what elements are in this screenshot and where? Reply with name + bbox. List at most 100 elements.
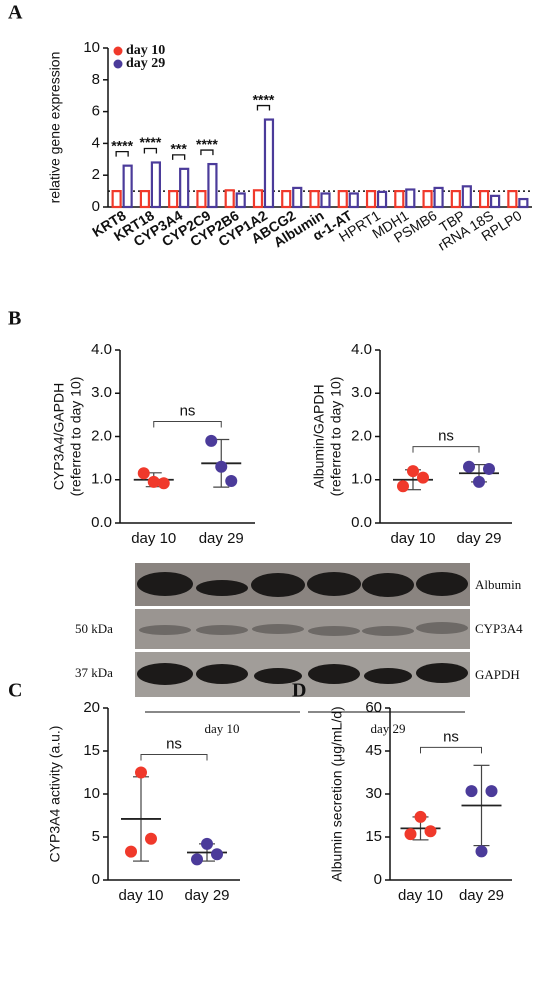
legend-swatch [113,46,123,56]
y-axis-label: CYP3A4/GAPDH [51,383,67,490]
bar [405,188,416,209]
point [225,475,238,488]
x-tick-label: day 29 [199,530,244,547]
point [125,845,137,858]
bar [309,190,320,209]
significance-label: **** [140,134,162,150]
bar [518,197,529,209]
bar [150,161,161,209]
x-tick-label: day 29 [456,530,501,547]
significance-label: **** [111,137,133,153]
significance-label: ns [438,428,454,445]
y-tick-label: 5 [92,828,100,845]
bar [348,192,359,209]
panel-label: A [8,2,23,24]
point [485,785,498,798]
blot-label: Albumin [475,577,522,592]
y-tick-label: 0 [92,871,100,888]
significance-label: ns [166,735,182,752]
significance-bracket [115,151,129,157]
bar [179,167,190,209]
bar [139,190,150,209]
bar [207,162,218,209]
point [465,785,478,798]
legend-label: day 10 [126,43,165,58]
significance-bracket [412,446,480,453]
bar [461,185,472,209]
point [463,460,475,473]
y-tick-label: 3.0 [351,384,372,401]
y-tick-label: 60 [365,699,382,716]
point [205,434,218,447]
blot-strip [135,609,470,649]
y-axis-label: CYP3A4 activity (a.u.) [47,726,63,863]
bar [394,190,405,209]
y-tick-label: 0 [374,871,382,888]
bar [365,190,377,209]
significance-bracket [172,154,186,160]
bar [292,186,303,209]
point [473,475,485,488]
point [211,848,223,861]
bar [376,190,388,209]
y-axis-label: relative gene expression [47,52,63,204]
y-tick-label: 20 [83,699,100,716]
panel-label: C [8,680,22,702]
point [483,462,495,475]
significance-bracket [420,746,482,754]
point [191,853,203,866]
x-tick-label: day 10 [118,887,163,904]
significance-bracket [143,147,158,154]
significance-bracket [153,421,222,428]
x-tick-label: day 10 [131,530,176,547]
bar [224,189,235,209]
y-tick-label: 1.0 [91,471,112,488]
significance-bracket [140,754,208,761]
point [424,825,437,838]
marker-label: 50 kDa [75,621,113,636]
y-tick-label: 4.0 [91,341,112,358]
western-blot: Albumin CYP3A4 GAPDH 50 kDa 37 kDa day 1… [75,563,523,736]
y-tick-label: 2.0 [351,427,372,444]
y-axis-label: Albumin secretion (μg/mL/d) [329,706,345,881]
bands [137,572,468,685]
point [475,845,488,858]
y-tick-label: 30 [365,785,382,802]
bar [168,190,179,209]
blot-label: CYP3A4 [475,621,523,636]
point [404,828,417,841]
bar [252,189,264,209]
bar [122,164,133,209]
significance-bracket [200,149,214,156]
bar [320,192,331,209]
bar [263,118,275,209]
y-tick-label: 4.0 [351,341,372,358]
x-tick-label: day 29 [184,887,229,904]
legend-swatch [113,59,123,69]
point [145,832,157,845]
y-axis-label: Albumin/GAPDH [311,384,327,488]
bar [337,190,348,209]
bar [507,190,518,209]
y-tick-label: 4 [92,134,100,151]
marker-label: 37 kDa [75,665,113,680]
y-tick-label: 10 [83,39,100,56]
y-tick-label: 8 [92,71,100,88]
blot-label: GAPDH [475,667,520,682]
bar [422,190,433,209]
group-label: day 10 [204,721,239,736]
y-tick-label: 0.0 [91,514,112,531]
point [147,475,160,488]
significance-label: **** [253,91,275,107]
bar [433,186,444,209]
y-tick-label: 0.0 [351,514,372,531]
x-tick-label: day 10 [390,530,435,547]
significance-label: *** [170,141,187,157]
significance-bracket [256,104,271,111]
point [137,467,150,480]
y-tick-label: 45 [365,742,382,759]
bar [479,190,490,209]
y-tick-label: 0 [92,198,100,215]
y-tick-label: 2.0 [91,427,112,444]
panel-label: B [8,308,21,330]
